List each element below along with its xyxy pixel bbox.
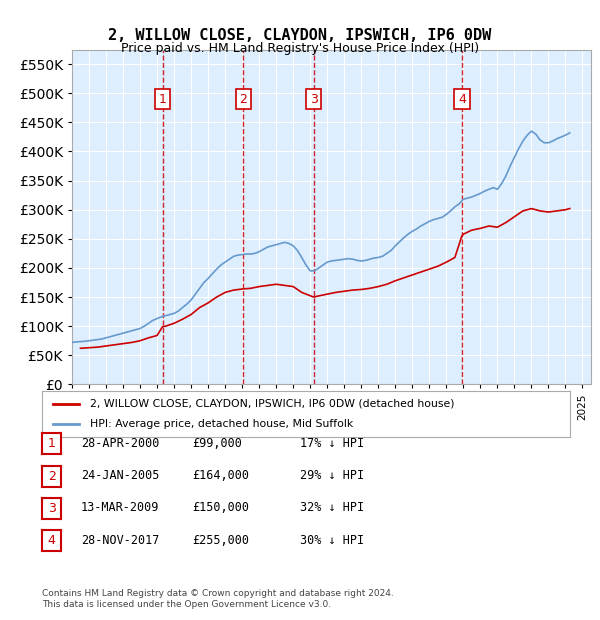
Text: 13-MAR-2009: 13-MAR-2009 xyxy=(81,502,160,514)
Text: 30% ↓ HPI: 30% ↓ HPI xyxy=(300,534,364,546)
Text: 4: 4 xyxy=(47,534,56,547)
Text: 29% ↓ HPI: 29% ↓ HPI xyxy=(300,469,364,482)
Text: £99,000: £99,000 xyxy=(192,437,242,450)
Text: 24-JAN-2005: 24-JAN-2005 xyxy=(81,469,160,482)
Text: 28-NOV-2017: 28-NOV-2017 xyxy=(81,534,160,546)
Text: 3: 3 xyxy=(310,92,317,105)
Text: Price paid vs. HM Land Registry's House Price Index (HPI): Price paid vs. HM Land Registry's House … xyxy=(121,42,479,55)
Text: 2, WILLOW CLOSE, CLAYDON, IPSWICH, IP6 0DW (detached house): 2, WILLOW CLOSE, CLAYDON, IPSWICH, IP6 0… xyxy=(89,399,454,409)
Text: £255,000: £255,000 xyxy=(192,534,249,546)
Text: £164,000: £164,000 xyxy=(192,469,249,482)
Text: 28-APR-2000: 28-APR-2000 xyxy=(81,437,160,450)
Text: 17% ↓ HPI: 17% ↓ HPI xyxy=(300,437,364,450)
Text: 2: 2 xyxy=(239,92,247,105)
Text: Contains HM Land Registry data © Crown copyright and database right 2024.
This d: Contains HM Land Registry data © Crown c… xyxy=(42,590,394,609)
Text: 2: 2 xyxy=(47,470,56,482)
Text: 1: 1 xyxy=(47,438,56,450)
Text: 1: 1 xyxy=(158,92,166,105)
Text: £150,000: £150,000 xyxy=(192,502,249,514)
Text: 4: 4 xyxy=(458,92,466,105)
Text: HPI: Average price, detached house, Mid Suffolk: HPI: Average price, detached house, Mid … xyxy=(89,419,353,429)
Text: 3: 3 xyxy=(47,502,56,515)
Text: 2, WILLOW CLOSE, CLAYDON, IPSWICH, IP6 0DW: 2, WILLOW CLOSE, CLAYDON, IPSWICH, IP6 0… xyxy=(109,28,491,43)
Text: 32% ↓ HPI: 32% ↓ HPI xyxy=(300,502,364,514)
